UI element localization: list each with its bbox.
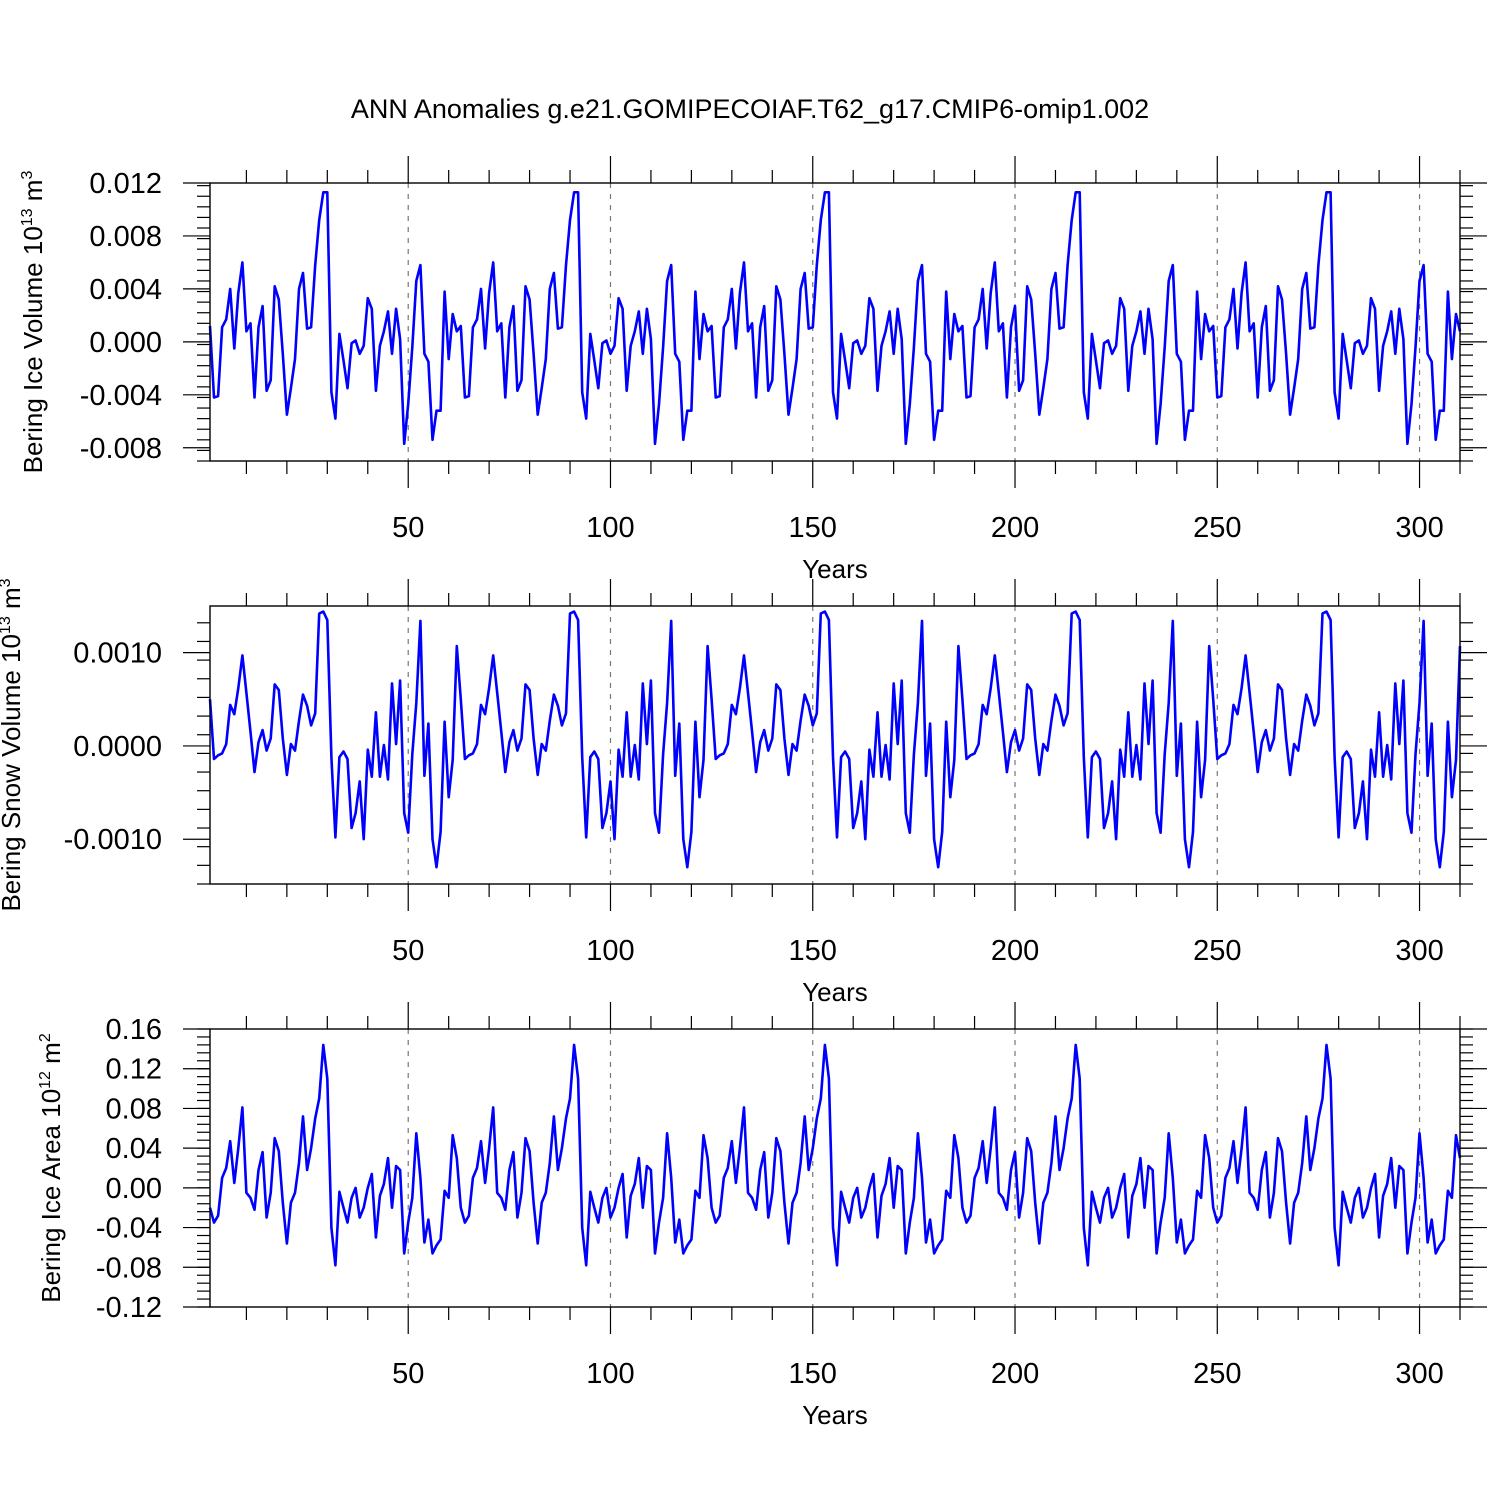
xtick-label: 250: [1193, 512, 1241, 544]
plot-frame: [209, 605, 1461, 885]
xtick-label: 100: [586, 512, 634, 544]
xtick-label: 50: [392, 935, 424, 967]
xtick-label: 200: [991, 512, 1039, 544]
series-line: [208, 610, 1462, 869]
ytick-label: 0.012: [89, 168, 162, 200]
x-axis-label: Years: [802, 554, 868, 584]
ytick-label: 0.12: [106, 1054, 162, 1086]
ytick-label: -0.08: [96, 1252, 162, 1284]
ytick-label: 0.16: [106, 1014, 162, 1046]
ytick-label: -0.04: [96, 1213, 162, 1245]
y-axis-label-text: Bering Ice Volume 10: [18, 226, 48, 473]
xtick-label: 300: [1395, 935, 1443, 967]
xtick-label: 200: [991, 935, 1039, 967]
y-axis-label-unit: m: [18, 180, 48, 209]
series-line: [208, 191, 1462, 446]
ytick-label: -0.004: [80, 380, 162, 412]
xtick-label: 250: [1193, 935, 1241, 967]
x-axis-label: Years: [802, 1400, 868, 1430]
xtick-label: 150: [789, 935, 837, 967]
ytick-label: -0.008: [80, 433, 162, 465]
plot-frame: [209, 1028, 1461, 1308]
ytick-label: -0.0010: [64, 824, 162, 856]
y-axis-label-exponent: 13: [0, 616, 14, 634]
x-axis-label: Years: [802, 977, 868, 1007]
y-axis-label: Bering Ice Area 1012 m2: [36, 1033, 66, 1303]
xtick-label: 150: [789, 512, 837, 544]
ytick-label: 0.04: [106, 1133, 162, 1165]
xtick-label: 250: [1193, 1358, 1241, 1390]
figure-title: ANN Anomalies g.e21.GOMIPECOIAF.T62_g17.…: [351, 94, 1149, 124]
plot-frame: [209, 182, 1461, 462]
y-axis-label-unit: m: [36, 1042, 66, 1071]
xtick-label: 100: [586, 1358, 634, 1390]
y-axis-label-unit-exponent: 2: [37, 1033, 54, 1042]
panel-2: 0.0010 0.0000 -0.0010 50 100 150 200 250 300 Year…: [0, 578, 1487, 1007]
y-axis-label-unit-exponent: 3: [0, 578, 14, 587]
xtick-label: 300: [1395, 512, 1443, 544]
y-axis-label-unit-exponent: 3: [19, 171, 36, 180]
y-axis-label: Bering Ice Volume 1013 m3: [18, 171, 48, 474]
y-axis-label-text: Bering Snow Volume 10: [0, 634, 26, 912]
y-axis-label-text: Bering Ice Area 10: [36, 1089, 66, 1303]
ytick-label: -0.12: [96, 1292, 162, 1324]
ytick-label: 0.000: [89, 327, 162, 359]
ytick-label: 0.008: [89, 221, 162, 253]
y-axis-label-exponent: 13: [19, 208, 36, 226]
y-axis-label-exponent: 12: [37, 1071, 54, 1089]
ytick-label: 0.0010: [73, 638, 162, 670]
panel-3: 0.16 0.12 0.08 0.04 0.00 -0.04 -0.08 -0.12 50 100…: [36, 1002, 1487, 1430]
y-axis-label: Bering Snow Volume 1013 m3: [0, 578, 26, 911]
y-axis-label-unit: m: [0, 587, 26, 616]
ytick-label: 0.08: [106, 1093, 162, 1125]
xtick-label: 300: [1395, 1358, 1443, 1390]
xtick-label: 200: [991, 1358, 1039, 1390]
xtick-label: 150: [789, 1358, 837, 1390]
ytick-label: 0.00: [106, 1173, 162, 1205]
xtick-label: 100: [586, 935, 634, 967]
ytick-label: 0.004: [89, 274, 162, 306]
panel-1: 0.012 0.008 0.004 0.000 -0.004 -0.008 50 100 150…: [18, 156, 1487, 584]
series-line: [208, 1043, 1462, 1267]
xtick-label: 50: [392, 1358, 424, 1390]
xtick-label: 50: [392, 512, 424, 544]
ytick-label: 0.0000: [73, 731, 162, 763]
